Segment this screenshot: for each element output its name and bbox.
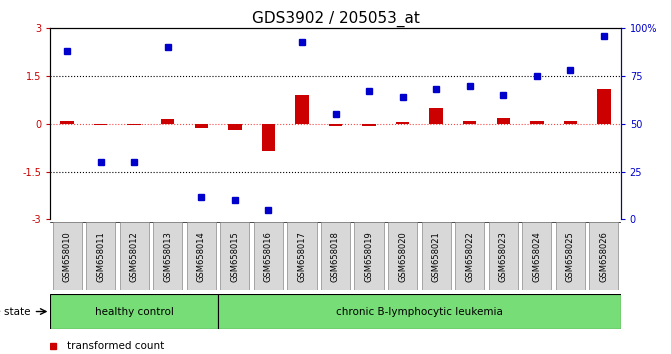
FancyBboxPatch shape: [589, 222, 619, 291]
Bar: [195, 124, 208, 128]
Bar: [564, 121, 577, 124]
FancyBboxPatch shape: [52, 222, 82, 291]
Text: chronic B-lymphocytic leukemia: chronic B-lymphocytic leukemia: [336, 307, 503, 316]
Text: healthy control: healthy control: [95, 307, 174, 316]
FancyBboxPatch shape: [455, 222, 484, 291]
Bar: [429, 108, 443, 124]
FancyBboxPatch shape: [556, 222, 585, 291]
Bar: [597, 89, 611, 124]
FancyBboxPatch shape: [354, 222, 384, 291]
Text: GSM658016: GSM658016: [264, 231, 273, 282]
Text: GSM658025: GSM658025: [566, 231, 575, 282]
Bar: [497, 118, 510, 124]
FancyBboxPatch shape: [218, 294, 621, 329]
Text: transformed count: transformed count: [67, 341, 164, 351]
Bar: [228, 124, 242, 130]
Text: GSM658015: GSM658015: [230, 231, 240, 282]
FancyBboxPatch shape: [187, 222, 216, 291]
Bar: [295, 95, 309, 124]
FancyBboxPatch shape: [522, 222, 552, 291]
Text: GSM658012: GSM658012: [130, 231, 139, 282]
Title: GDS3902 / 205053_at: GDS3902 / 205053_at: [252, 11, 419, 27]
Text: GSM658024: GSM658024: [532, 231, 541, 282]
Bar: [94, 124, 107, 125]
Text: GSM658014: GSM658014: [197, 231, 206, 282]
Text: GSM658013: GSM658013: [163, 231, 172, 282]
FancyBboxPatch shape: [86, 222, 115, 291]
Text: GSM658023: GSM658023: [499, 231, 508, 282]
Bar: [530, 121, 544, 124]
Bar: [396, 122, 409, 124]
Bar: [127, 124, 141, 125]
Bar: [463, 121, 476, 124]
Text: GSM658010: GSM658010: [62, 231, 72, 282]
FancyBboxPatch shape: [50, 294, 218, 329]
Text: disease state: disease state: [0, 307, 30, 316]
Text: GSM658022: GSM658022: [465, 231, 474, 282]
Text: GSM658018: GSM658018: [331, 231, 340, 282]
FancyBboxPatch shape: [388, 222, 417, 291]
Text: GSM658026: GSM658026: [599, 231, 609, 282]
FancyBboxPatch shape: [153, 222, 183, 291]
FancyBboxPatch shape: [254, 222, 283, 291]
Bar: [329, 124, 342, 126]
FancyBboxPatch shape: [421, 222, 451, 291]
Text: GSM658019: GSM658019: [364, 231, 374, 282]
Text: GSM658011: GSM658011: [96, 231, 105, 282]
Text: GSM658017: GSM658017: [297, 231, 307, 282]
Bar: [362, 124, 376, 126]
Text: GSM658021: GSM658021: [431, 231, 441, 282]
Bar: [262, 124, 275, 151]
Text: GSM658020: GSM658020: [398, 231, 407, 282]
Bar: [60, 121, 74, 124]
FancyBboxPatch shape: [220, 222, 250, 291]
FancyBboxPatch shape: [287, 222, 317, 291]
FancyBboxPatch shape: [119, 222, 149, 291]
FancyBboxPatch shape: [321, 222, 350, 291]
FancyBboxPatch shape: [488, 222, 518, 291]
Bar: [161, 119, 174, 124]
